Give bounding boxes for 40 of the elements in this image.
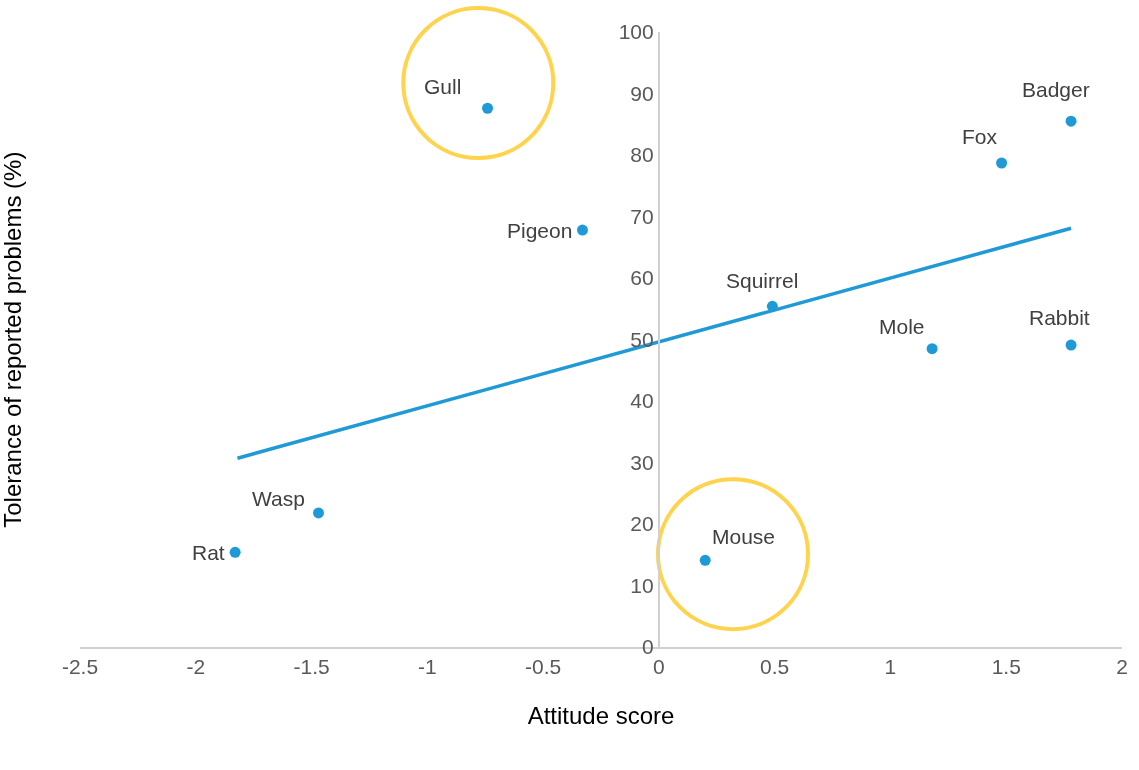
x-tick-label: -1.5 xyxy=(293,655,330,679)
annotation: Badger xyxy=(1022,78,1090,101)
y-tick-label: 90 xyxy=(630,81,654,105)
x-tick-label: -0.5 xyxy=(525,655,562,679)
point xyxy=(313,507,324,519)
y-tick-label: 100 xyxy=(618,20,654,44)
annotation: Squirrel xyxy=(726,269,799,292)
y-axis-title: Tolerance of reported problems (%) xyxy=(0,151,26,528)
annotation: Pigeon xyxy=(507,219,573,242)
annotation: Gull xyxy=(424,75,462,98)
point xyxy=(1065,115,1077,127)
annotation: Fox xyxy=(962,125,998,148)
x-tick-label: 2 xyxy=(1116,655,1128,679)
x-tick-label: 1.5 xyxy=(991,655,1021,679)
point xyxy=(926,343,938,355)
annotation: Mouse xyxy=(712,525,776,548)
y-tick-label: 30 xyxy=(630,450,654,474)
annotation: Rat xyxy=(192,541,225,564)
x-tick-label: -1 xyxy=(417,655,437,679)
y-tick-label: 80 xyxy=(630,143,654,167)
point xyxy=(229,546,241,558)
x-tick-label: -2 xyxy=(186,655,206,679)
y-tick-label: 0 xyxy=(642,635,654,659)
point xyxy=(1065,339,1077,351)
x-axis-title: Attitude score xyxy=(527,702,675,729)
point xyxy=(482,102,494,114)
y-tick-label: 20 xyxy=(630,512,654,536)
point xyxy=(576,224,588,236)
y-tick-label: 60 xyxy=(630,266,654,290)
annotation: Wasp xyxy=(252,487,305,510)
point xyxy=(699,554,711,566)
annotation: Rabbit xyxy=(1029,306,1090,329)
x-tick-label: 0.5 xyxy=(760,655,790,679)
point xyxy=(996,157,1008,169)
y-tick-label: 10 xyxy=(630,573,654,597)
y-tick-label: 40 xyxy=(630,389,654,413)
x-tick-label: -2.5 xyxy=(61,655,99,679)
y-tick-label: 70 xyxy=(630,204,654,228)
x-tick-label: 1 xyxy=(884,655,897,679)
annotation: Mole xyxy=(879,315,925,338)
